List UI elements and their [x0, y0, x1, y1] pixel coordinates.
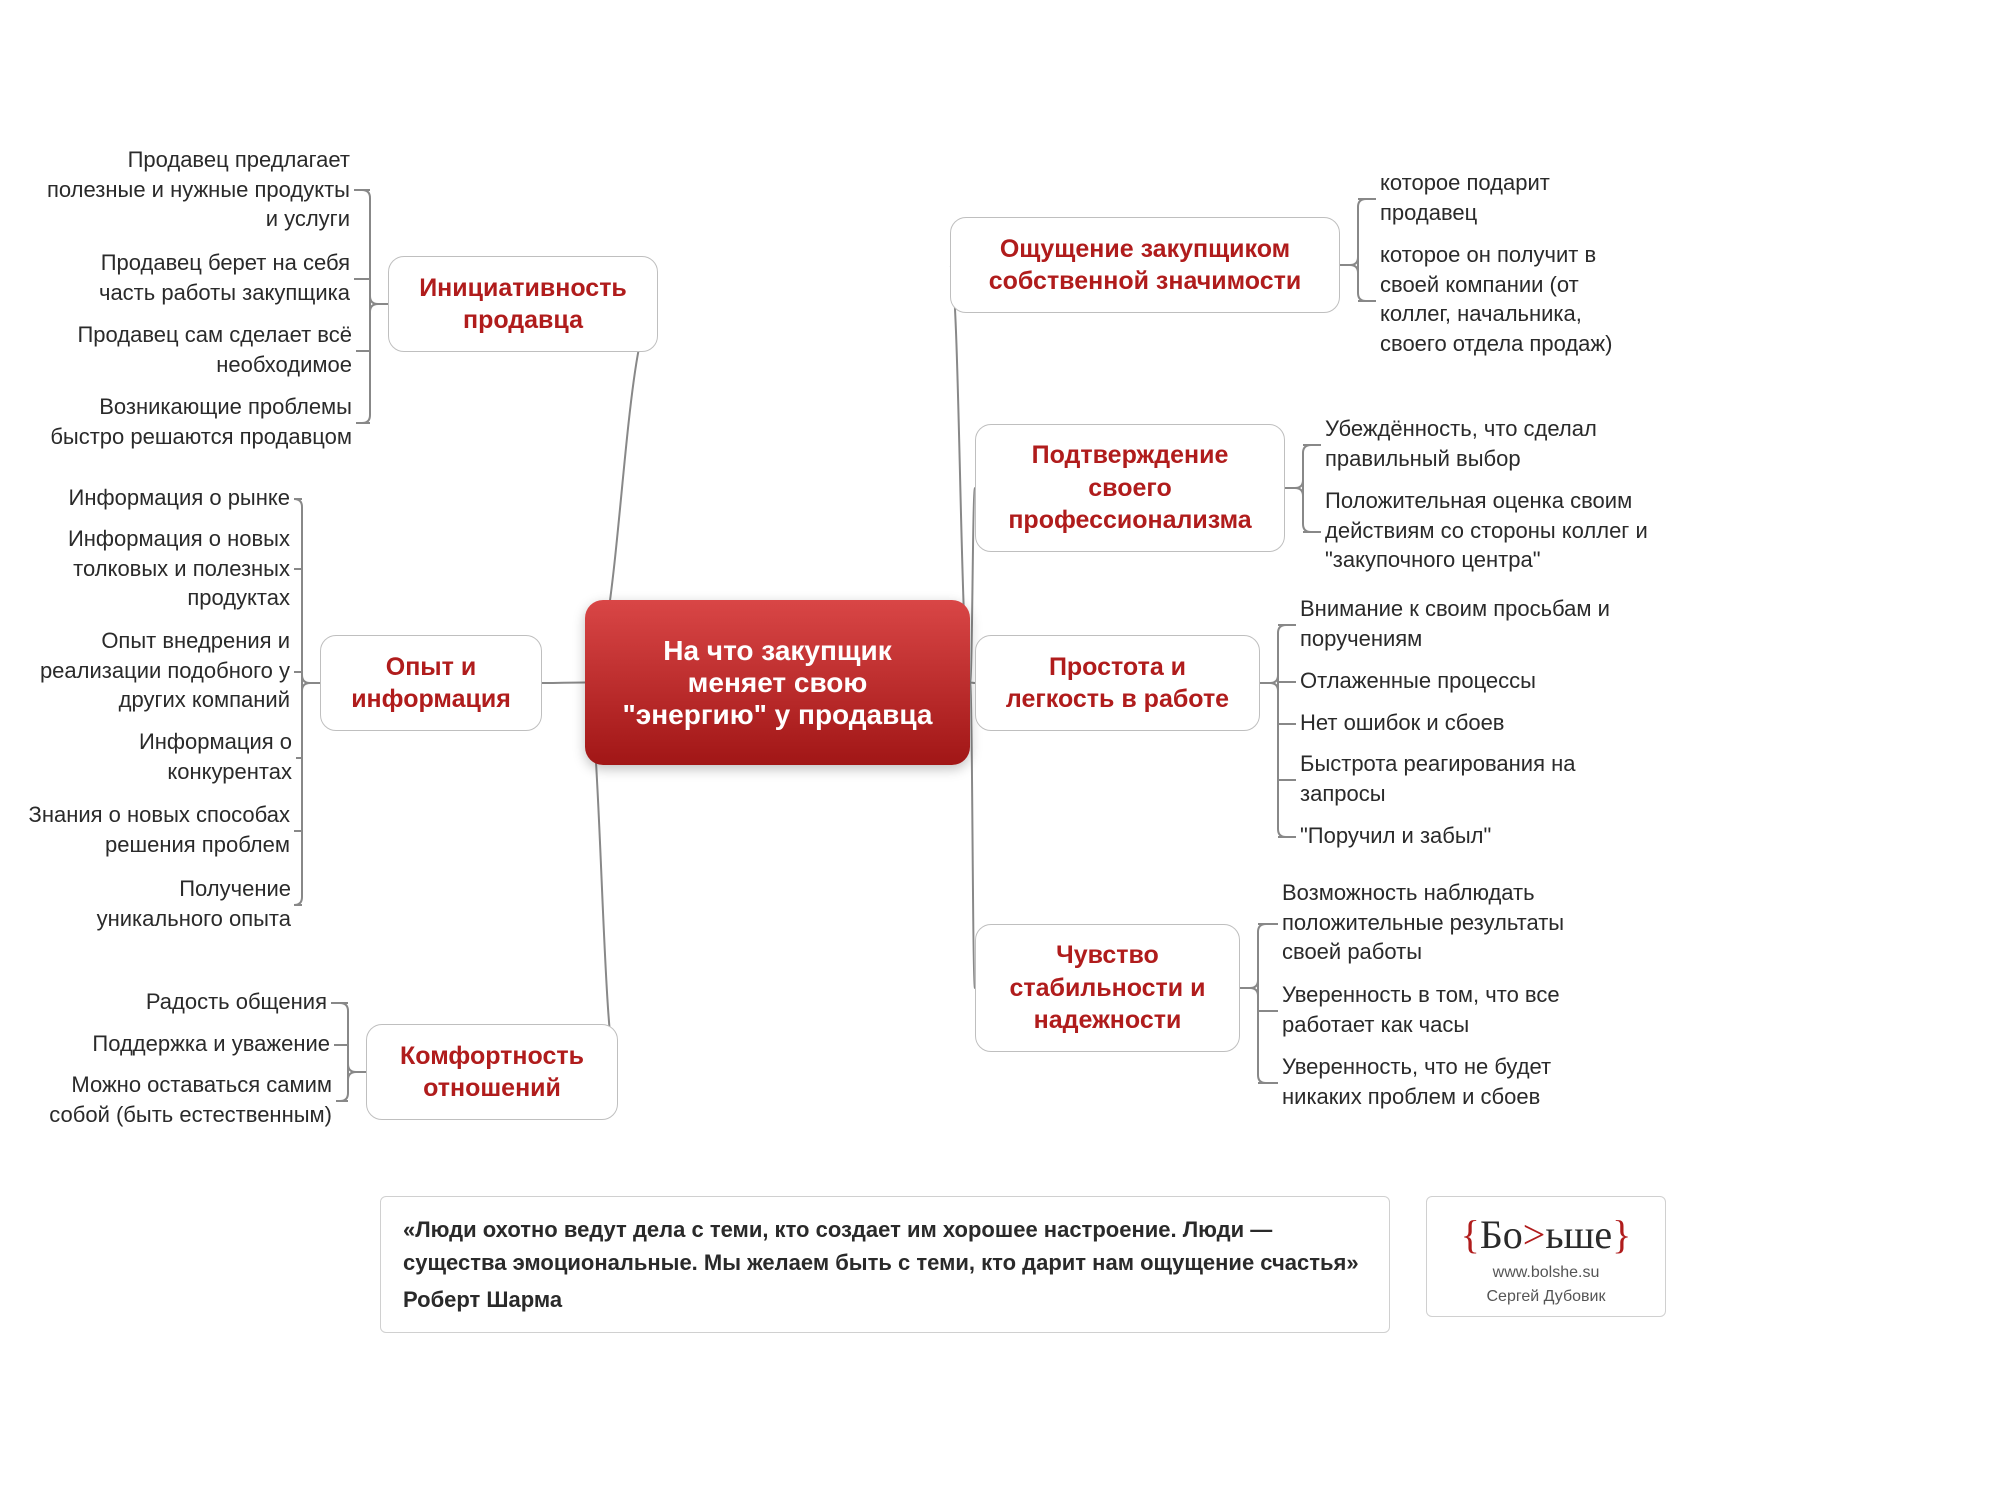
quote-text: «Люди охотно ведут дела с теми, кто созд…	[403, 1213, 1367, 1279]
leaf: Убеждённость, что сделал правильный выбо…	[1325, 414, 1635, 473]
leaf: Положительная оценка своим действиям со …	[1325, 486, 1661, 575]
leaf: Радость общения	[95, 987, 327, 1017]
mindmap-canvas: { "type": "mindmap", "canvas": { "width"…	[0, 0, 2000, 1500]
branch-b2: Опыт иинформация	[320, 635, 542, 731]
logo-box: {Бо>ьше} www.bolshe.su Сергей Дубовик	[1426, 1196, 1666, 1317]
logo-main: {Бо>ьше}	[1445, 1211, 1647, 1258]
branch-label: Простота илегкость в работе	[1006, 651, 1229, 716]
leaf: Возможность наблюдать положительные резу…	[1282, 878, 1622, 967]
logo-accent: >	[1523, 1212, 1546, 1257]
leaf: Информация о конкурентах	[122, 727, 292, 786]
branch-b1: Инициативностьпродавца	[388, 256, 658, 352]
branch-b5: Подтверждениесвоегопрофессионализма	[975, 424, 1285, 552]
branch-label: Комфортностьотношений	[400, 1040, 584, 1105]
quote-author: Роберт Шарма	[403, 1283, 1367, 1316]
leaf: Получение уникального опыта	[75, 874, 291, 933]
leaf: Возникающие проблемы быстро решаются про…	[28, 392, 352, 451]
leaf: Поддержка и уважение	[54, 1029, 330, 1059]
leaf: Быстрота реагирования на запросы	[1300, 749, 1588, 808]
branch-label: Опыт иинформация	[351, 651, 511, 716]
leaf: Внимание к своим просьбам и поручениям	[1300, 594, 1630, 653]
leaf: Информация о новых толковых и полезных п…	[22, 524, 290, 613]
branch-label: Инициативностьпродавца	[419, 272, 627, 337]
logo-brace-left: {	[1461, 1212, 1480, 1257]
leaf: Продавец берет на себя часть работы заку…	[60, 248, 350, 307]
quote-box: «Люди охотно ведут дела с теми, кто созд…	[380, 1196, 1390, 1333]
center-node: На что закупщикменяет свою"энергию" у пр…	[585, 600, 970, 765]
leaf: Можно оставаться самим собой (быть естес…	[24, 1070, 332, 1129]
leaf: Продавец предлагает полезные и нужные пр…	[40, 145, 350, 234]
logo-sub1: www.bolshe.su	[1445, 1264, 1647, 1282]
leaf: которое подарит продавец	[1380, 168, 1610, 227]
logo-word-left: Бо	[1480, 1212, 1523, 1257]
branch-label: Чувствостабильности инадежности	[1010, 939, 1206, 1037]
branch-b4: Ощущение закупщикомсобственной значимост…	[950, 217, 1340, 313]
leaf: которое он получит в своей компании (от …	[1380, 240, 1652, 359]
leaf: Знания о новых способах решения проблем	[8, 800, 290, 859]
logo-sub2: Сергей Дубовик	[1445, 1288, 1647, 1306]
branch-b7: Чувствостабильности инадежности	[975, 924, 1240, 1052]
branch-label: Ощущение закупщикомсобственной значимост…	[989, 233, 1301, 298]
branch-b3: Комфортностьотношений	[366, 1024, 618, 1120]
center-node-text: На что закупщикменяет свою"энергию" у пр…	[623, 635, 933, 731]
leaf: Отлаженные процессы	[1300, 666, 1580, 696]
logo-word-right: ьше	[1545, 1212, 1612, 1257]
branch-b6: Простота илегкость в работе	[975, 635, 1260, 731]
logo-brace-right: }	[1612, 1212, 1631, 1257]
leaf: Информация о рынке	[50, 483, 290, 513]
leaf: Уверенность, что не будет никаких пробле…	[1282, 1052, 1602, 1111]
leaf: "Поручил и забыл"	[1300, 821, 1528, 851]
leaf: Опыт внедрения и реализации подобного у …	[20, 626, 290, 715]
leaf: Уверенность в том, что все работает как …	[1282, 980, 1612, 1039]
leaf: Нет ошибок и сбоев	[1300, 708, 1548, 738]
branch-label: Подтверждениесвоегопрофессионализма	[1008, 439, 1251, 537]
leaf: Продавец сам сделает всё необходимое	[46, 320, 352, 379]
